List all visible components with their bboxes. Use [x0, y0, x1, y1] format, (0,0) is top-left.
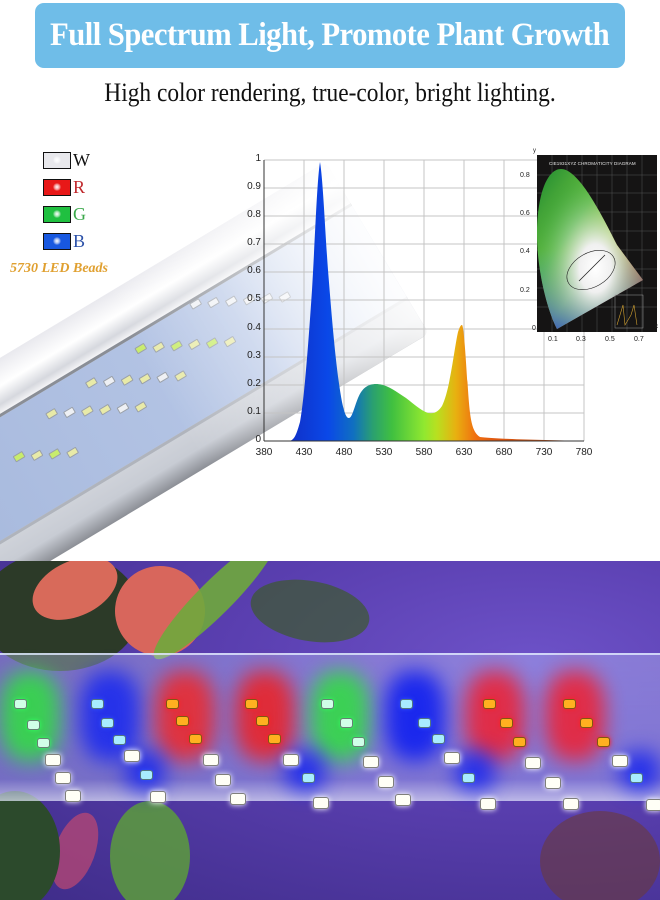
red-led-icon — [43, 179, 71, 196]
y-tick: 1 — [255, 153, 261, 164]
cie-y-tick: 0 — [532, 325, 536, 332]
green-led-icon — [43, 206, 71, 223]
y-tick: 0.6 — [247, 265, 261, 276]
y-tick: 0.7 — [247, 237, 261, 248]
legend-item-blue: B — [43, 231, 90, 260]
cie-x-tick: 0.3 — [576, 336, 586, 343]
spectrum-curve — [288, 162, 584, 441]
x-tick: 430 — [295, 447, 313, 458]
cie-y-axis-label: y — [533, 148, 536, 154]
cie-chromaticity-diagram: y — [518, 148, 660, 348]
y-tick: 0.4 — [247, 322, 261, 333]
title-banner: Full Spectrum Light, Promote Plant Growt… — [35, 3, 625, 68]
aquarium-led-photo — [0, 561, 660, 900]
blue-led-icon — [43, 233, 71, 250]
subtitle: High color rendering, true-color, bright… — [104, 78, 556, 107]
x-tick: 380 — [255, 447, 273, 458]
spectrum-plot — [263, 159, 585, 442]
cie-x-tick: 0.1 — [548, 336, 558, 343]
led-beads-caption: 5730 LED Beads — [10, 261, 108, 276]
cie-x-tick: 0.7 — [634, 336, 644, 343]
legend-label: G — [73, 204, 86, 224]
y-tick: 0.9 — [247, 181, 261, 192]
cie-y-tick: 0.4 — [520, 248, 530, 255]
cie-plot-area: CIE1931XYZ CHROMATICITY DIAGRAM — [537, 155, 657, 332]
legend-item-white: W — [43, 150, 90, 179]
cie-title: CIE1931XYZ CHROMATICITY DIAGRAM — [549, 161, 636, 166]
legend-label: W — [73, 150, 90, 170]
x-tick: 630 — [455, 447, 473, 458]
y-tick: 0.3 — [247, 350, 261, 361]
led-color-legend: W R G B — [43, 150, 90, 260]
cie-x-axis-label: x — [655, 324, 658, 330]
cie-y-tick: 0.2 — [520, 287, 530, 294]
white-led-icon — [43, 152, 71, 169]
x-tick: 580 — [415, 447, 433, 458]
legend-label: R — [73, 177, 86, 197]
x-tick: 780 — [575, 447, 593, 458]
legend-item-green: G — [43, 204, 90, 233]
banner-title: Full Spectrum Light, Promote Plant Growt… — [50, 17, 610, 53]
x-tick: 730 — [535, 447, 553, 458]
cie-y-tick: 0.6 — [520, 210, 530, 217]
legend-label: B — [73, 231, 86, 251]
y-tick: 0.2 — [247, 378, 261, 389]
legend-item-red: R — [43, 177, 90, 206]
x-tick: 480 — [335, 447, 353, 458]
cie-x-tick: 0.5 — [605, 336, 615, 343]
y-tick: 0.8 — [247, 209, 261, 220]
x-tick: 680 — [495, 447, 513, 458]
cie-y-tick: 0.8 — [520, 172, 530, 179]
y-tick: 0 — [255, 434, 261, 445]
spectrum-chart: 1 0.9 0.8 0.7 0.6 0.5 0.4 0.3 0.2 0.1 0 … — [244, 150, 600, 462]
y-tick: 0.5 — [247, 293, 261, 304]
y-tick: 0.1 — [247, 406, 261, 417]
x-tick: 530 — [375, 447, 393, 458]
